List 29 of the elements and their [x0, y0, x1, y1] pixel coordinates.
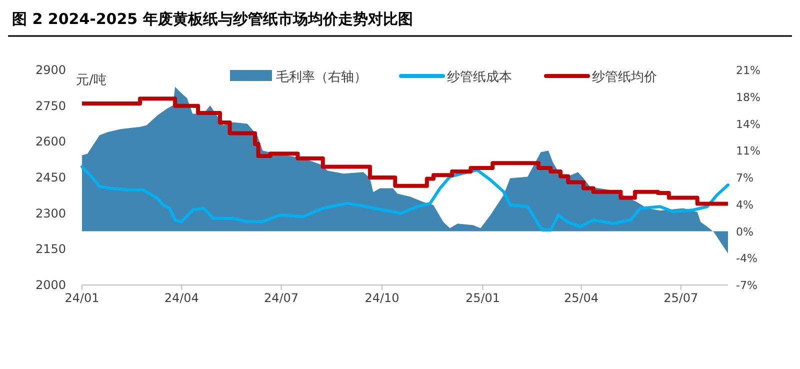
chart-title: 图 2 2024-2025 年废黄板纸与纱管纸市场均价走势对比图: [12, 10, 413, 28]
legend-label: 纱管纸成本: [447, 70, 512, 85]
y-tick-label: 2300: [35, 206, 66, 220]
x-tick-label: 24/10: [364, 291, 400, 305]
y-tick-label: 2150: [35, 242, 66, 256]
x-tick-label: 25/07: [664, 291, 698, 305]
y2-tick-label: 21%: [736, 64, 760, 77]
x-tick-label: 25/01: [465, 291, 500, 305]
y-tick-label: 2750: [35, 98, 66, 113]
y2-tick-label: 18%: [736, 90, 760, 104]
x-tick-label: 25/04: [564, 291, 599, 305]
y2-tick-label: 0%: [736, 225, 754, 238]
y2-tick-label: 7%: [736, 172, 754, 184]
x-tick-label: 24/07: [264, 291, 299, 305]
y-tick-label: 2450: [35, 170, 66, 184]
y-axis-title: 元/吨: [76, 73, 106, 88]
y2-tick-label: 4%: [736, 198, 754, 212]
y2-tick-label: -7%: [736, 279, 758, 292]
y-tick-label: 2600: [35, 134, 66, 149]
line-series: [80, 165, 730, 232]
y2-tick-label: -4%: [736, 252, 758, 266]
x-tick-label: 24/01: [64, 291, 100, 305]
y-tick-label: 2000: [35, 278, 66, 292]
x-tick-label: 24/04: [164, 291, 199, 305]
legend-label: 毛利率（右轴）: [276, 69, 367, 85]
y2-tick-label: 14%: [736, 118, 760, 131]
y-tick-label: 2900: [35, 63, 66, 77]
legend-label: 纱管纸均价: [592, 70, 657, 85]
y2-tick-label: 11%: [736, 144, 760, 158]
